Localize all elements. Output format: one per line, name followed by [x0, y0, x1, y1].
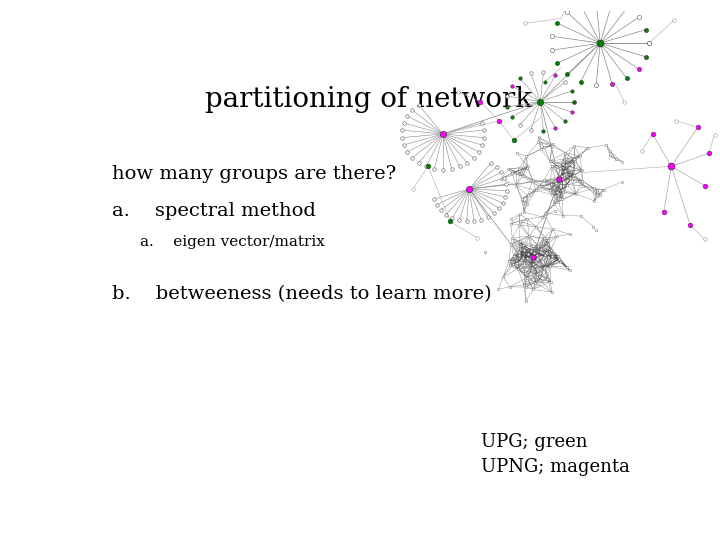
Text: b.    betweeness (needs to learn more): b. betweeness (needs to learn more)	[112, 285, 492, 303]
Text: UPG; green: UPG; green	[481, 433, 587, 451]
Text: a.    eigen vector/matrix: a. eigen vector/matrix	[140, 235, 325, 249]
Text: partitioning of network: partitioning of network	[205, 85, 533, 113]
Text: how many groups are there?: how many groups are there?	[112, 165, 397, 183]
Text: a.    spectral method: a. spectral method	[112, 202, 316, 220]
Text: UPNG; magenta: UPNG; magenta	[481, 458, 629, 476]
